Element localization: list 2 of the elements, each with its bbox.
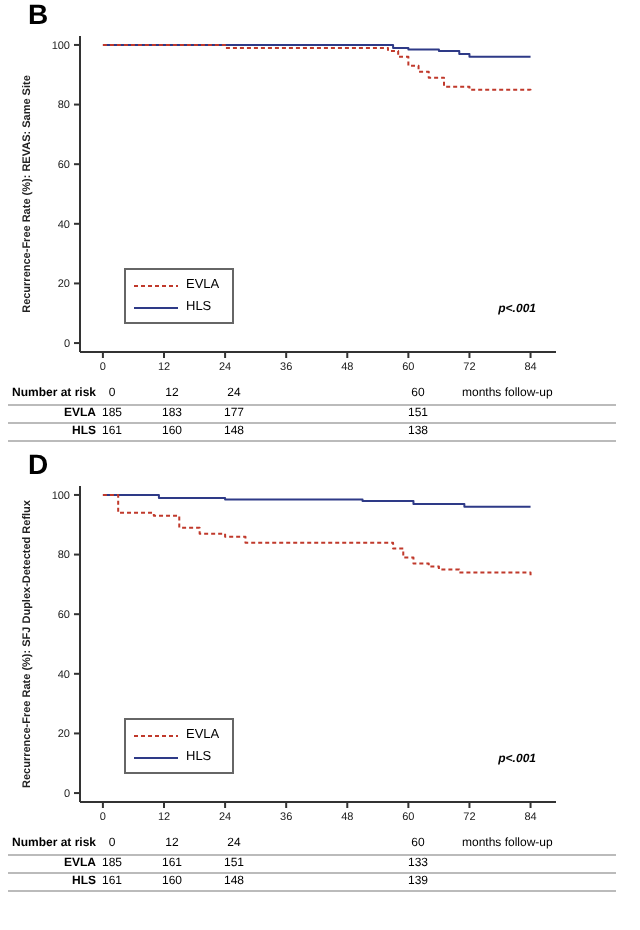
- chart-title: B: [26, 0, 51, 30]
- chart-title: D: [26, 448, 51, 480]
